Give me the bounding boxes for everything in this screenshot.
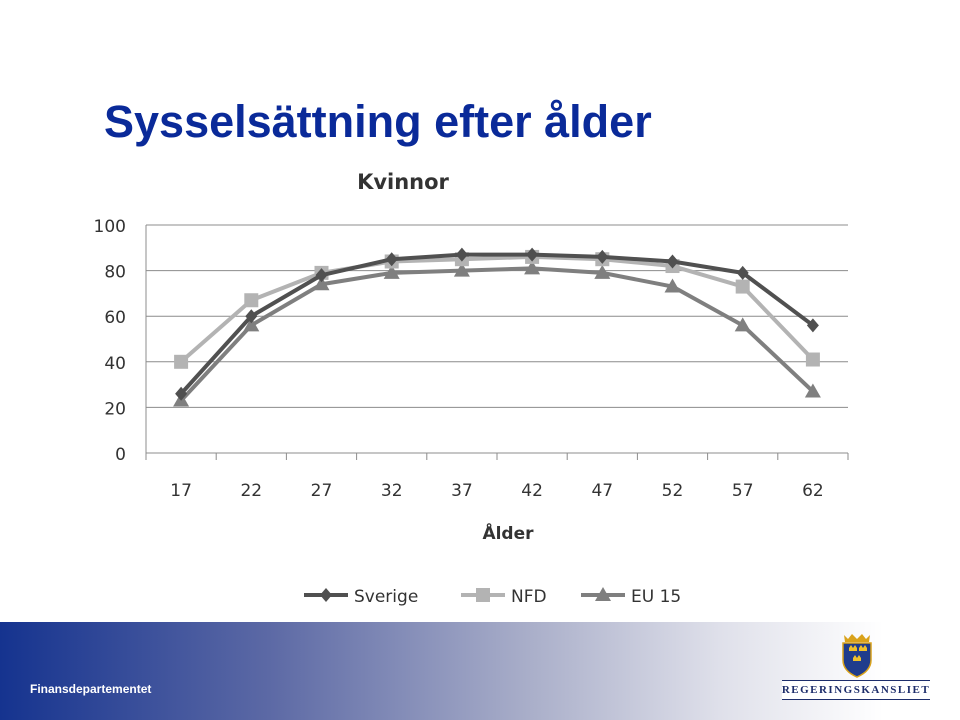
x-tick-label: 57 <box>732 481 754 501</box>
data-point <box>313 276 330 291</box>
data-point <box>666 254 679 269</box>
three-crowns-crest-icon <box>842 634 872 678</box>
data-point <box>174 354 189 369</box>
data-point <box>524 260 541 275</box>
slide-title: Sysselsättning efter ålder <box>104 96 652 147</box>
y-tick-label: 60 <box>104 308 126 328</box>
x-tick-label: 22 <box>240 481 262 501</box>
data-point <box>243 317 260 332</box>
data-point <box>175 386 188 401</box>
data-point <box>805 352 820 367</box>
x-axis-label: Ålder <box>482 521 534 544</box>
x-tick-label: 47 <box>591 481 613 501</box>
series-line <box>179 266 815 402</box>
series-line <box>179 254 815 364</box>
series-eu-15 <box>173 260 821 407</box>
data-point <box>664 278 681 293</box>
legend-item: NFD <box>461 587 547 607</box>
footer-band <box>0 622 960 720</box>
legend-marker <box>476 588 490 602</box>
legend-marker <box>320 588 332 602</box>
chart-title: Kvinnor <box>357 170 449 194</box>
x-tick-label: 17 <box>170 481 192 501</box>
data-point <box>804 383 821 398</box>
legend-label: NFD <box>511 587 547 607</box>
legend-label: EU 15 <box>631 587 681 607</box>
x-tick-label: 37 <box>451 481 473 501</box>
legend-label: Sverige <box>354 587 418 607</box>
series-sverige <box>175 247 819 401</box>
brand-wordmark: REGERINGSKANSLIET <box>782 680 930 700</box>
data-point <box>245 309 258 324</box>
x-tick-label: 52 <box>662 481 684 501</box>
y-tick-label: 0 <box>115 445 126 465</box>
y-tick-label: 100 <box>94 217 126 237</box>
x-tick-label: 27 <box>311 481 333 501</box>
data-point <box>315 268 328 283</box>
y-tick-label: 40 <box>104 354 126 374</box>
legend-item: Sverige <box>304 587 418 607</box>
data-point <box>736 265 749 280</box>
footer-department-name: Finansdepartementet <box>30 682 152 696</box>
data-point <box>244 293 259 308</box>
data-point <box>806 318 819 333</box>
x-tick-label: 42 <box>521 481 543 501</box>
data-point <box>594 264 611 279</box>
data-point <box>596 249 609 264</box>
data-point <box>735 279 750 294</box>
chart-legend: Sverige NFD EU 15 <box>304 587 681 607</box>
data-point <box>455 247 468 262</box>
data-point <box>383 264 400 279</box>
data-point <box>526 247 539 262</box>
line-chart: Kvinnor 0 20 40 60 80 100 17 22 27 32 37 42 47 52 57 62… <box>94 170 849 607</box>
data-point <box>453 262 470 277</box>
legend-marker <box>595 587 611 601</box>
series-line <box>179 252 815 396</box>
data-point <box>734 317 751 332</box>
y-tick-label: 20 <box>104 399 126 419</box>
y-tick-label: 80 <box>104 263 126 283</box>
x-tick-label: 62 <box>802 481 824 501</box>
x-tick-label: 32 <box>381 481 403 501</box>
data-point <box>385 252 398 267</box>
legend-item: EU 15 <box>581 587 681 607</box>
